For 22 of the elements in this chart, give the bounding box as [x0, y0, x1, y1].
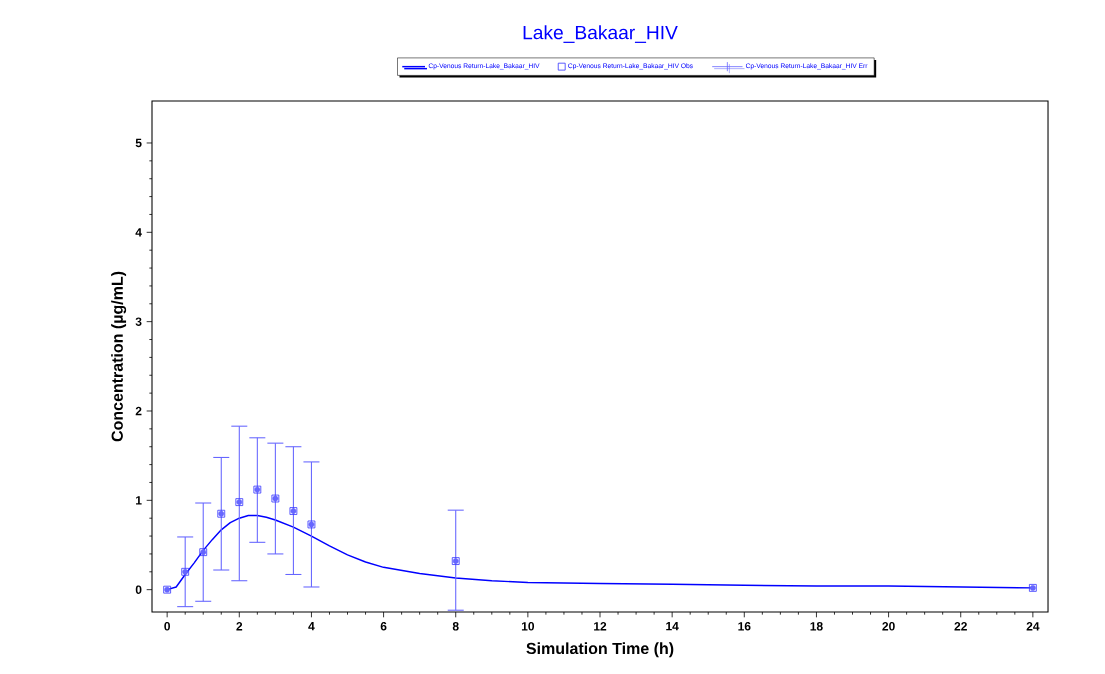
- x-tick-label: 18: [810, 622, 823, 631]
- x-tick-label: 0: [164, 622, 171, 631]
- x-axis-title: Simulation Time (h): [526, 642, 674, 658]
- x-tick-label: 22: [954, 622, 967, 631]
- x-tick-label: 16: [738, 622, 751, 631]
- y-tick-label: 5: [135, 138, 142, 148]
- y-tick-label: 4: [135, 228, 142, 237]
- x-tick-label: 4: [308, 622, 315, 631]
- x-tick-label: 24: [1026, 622, 1040, 631]
- y-axis-title: Concentration (µg/mL): [111, 271, 127, 442]
- x-tick-label: 10: [521, 622, 535, 631]
- x-tick-label: 12: [594, 622, 607, 631]
- chart-title: Lake_Bakaar_HIV: [523, 25, 678, 43]
- x-tick-label: 8: [452, 622, 459, 631]
- x-tick-label: 6: [380, 622, 387, 631]
- x-tick-label: 20: [882, 622, 895, 631]
- x-tick-label: 2: [236, 622, 243, 631]
- y-tick-label: 0: [135, 585, 142, 594]
- x-tick-label: 14: [666, 622, 679, 631]
- y-tick-label: 2: [135, 406, 142, 416]
- y-tick-label: 3: [135, 317, 142, 326]
- y-tick-label: 1: [136, 496, 142, 505]
